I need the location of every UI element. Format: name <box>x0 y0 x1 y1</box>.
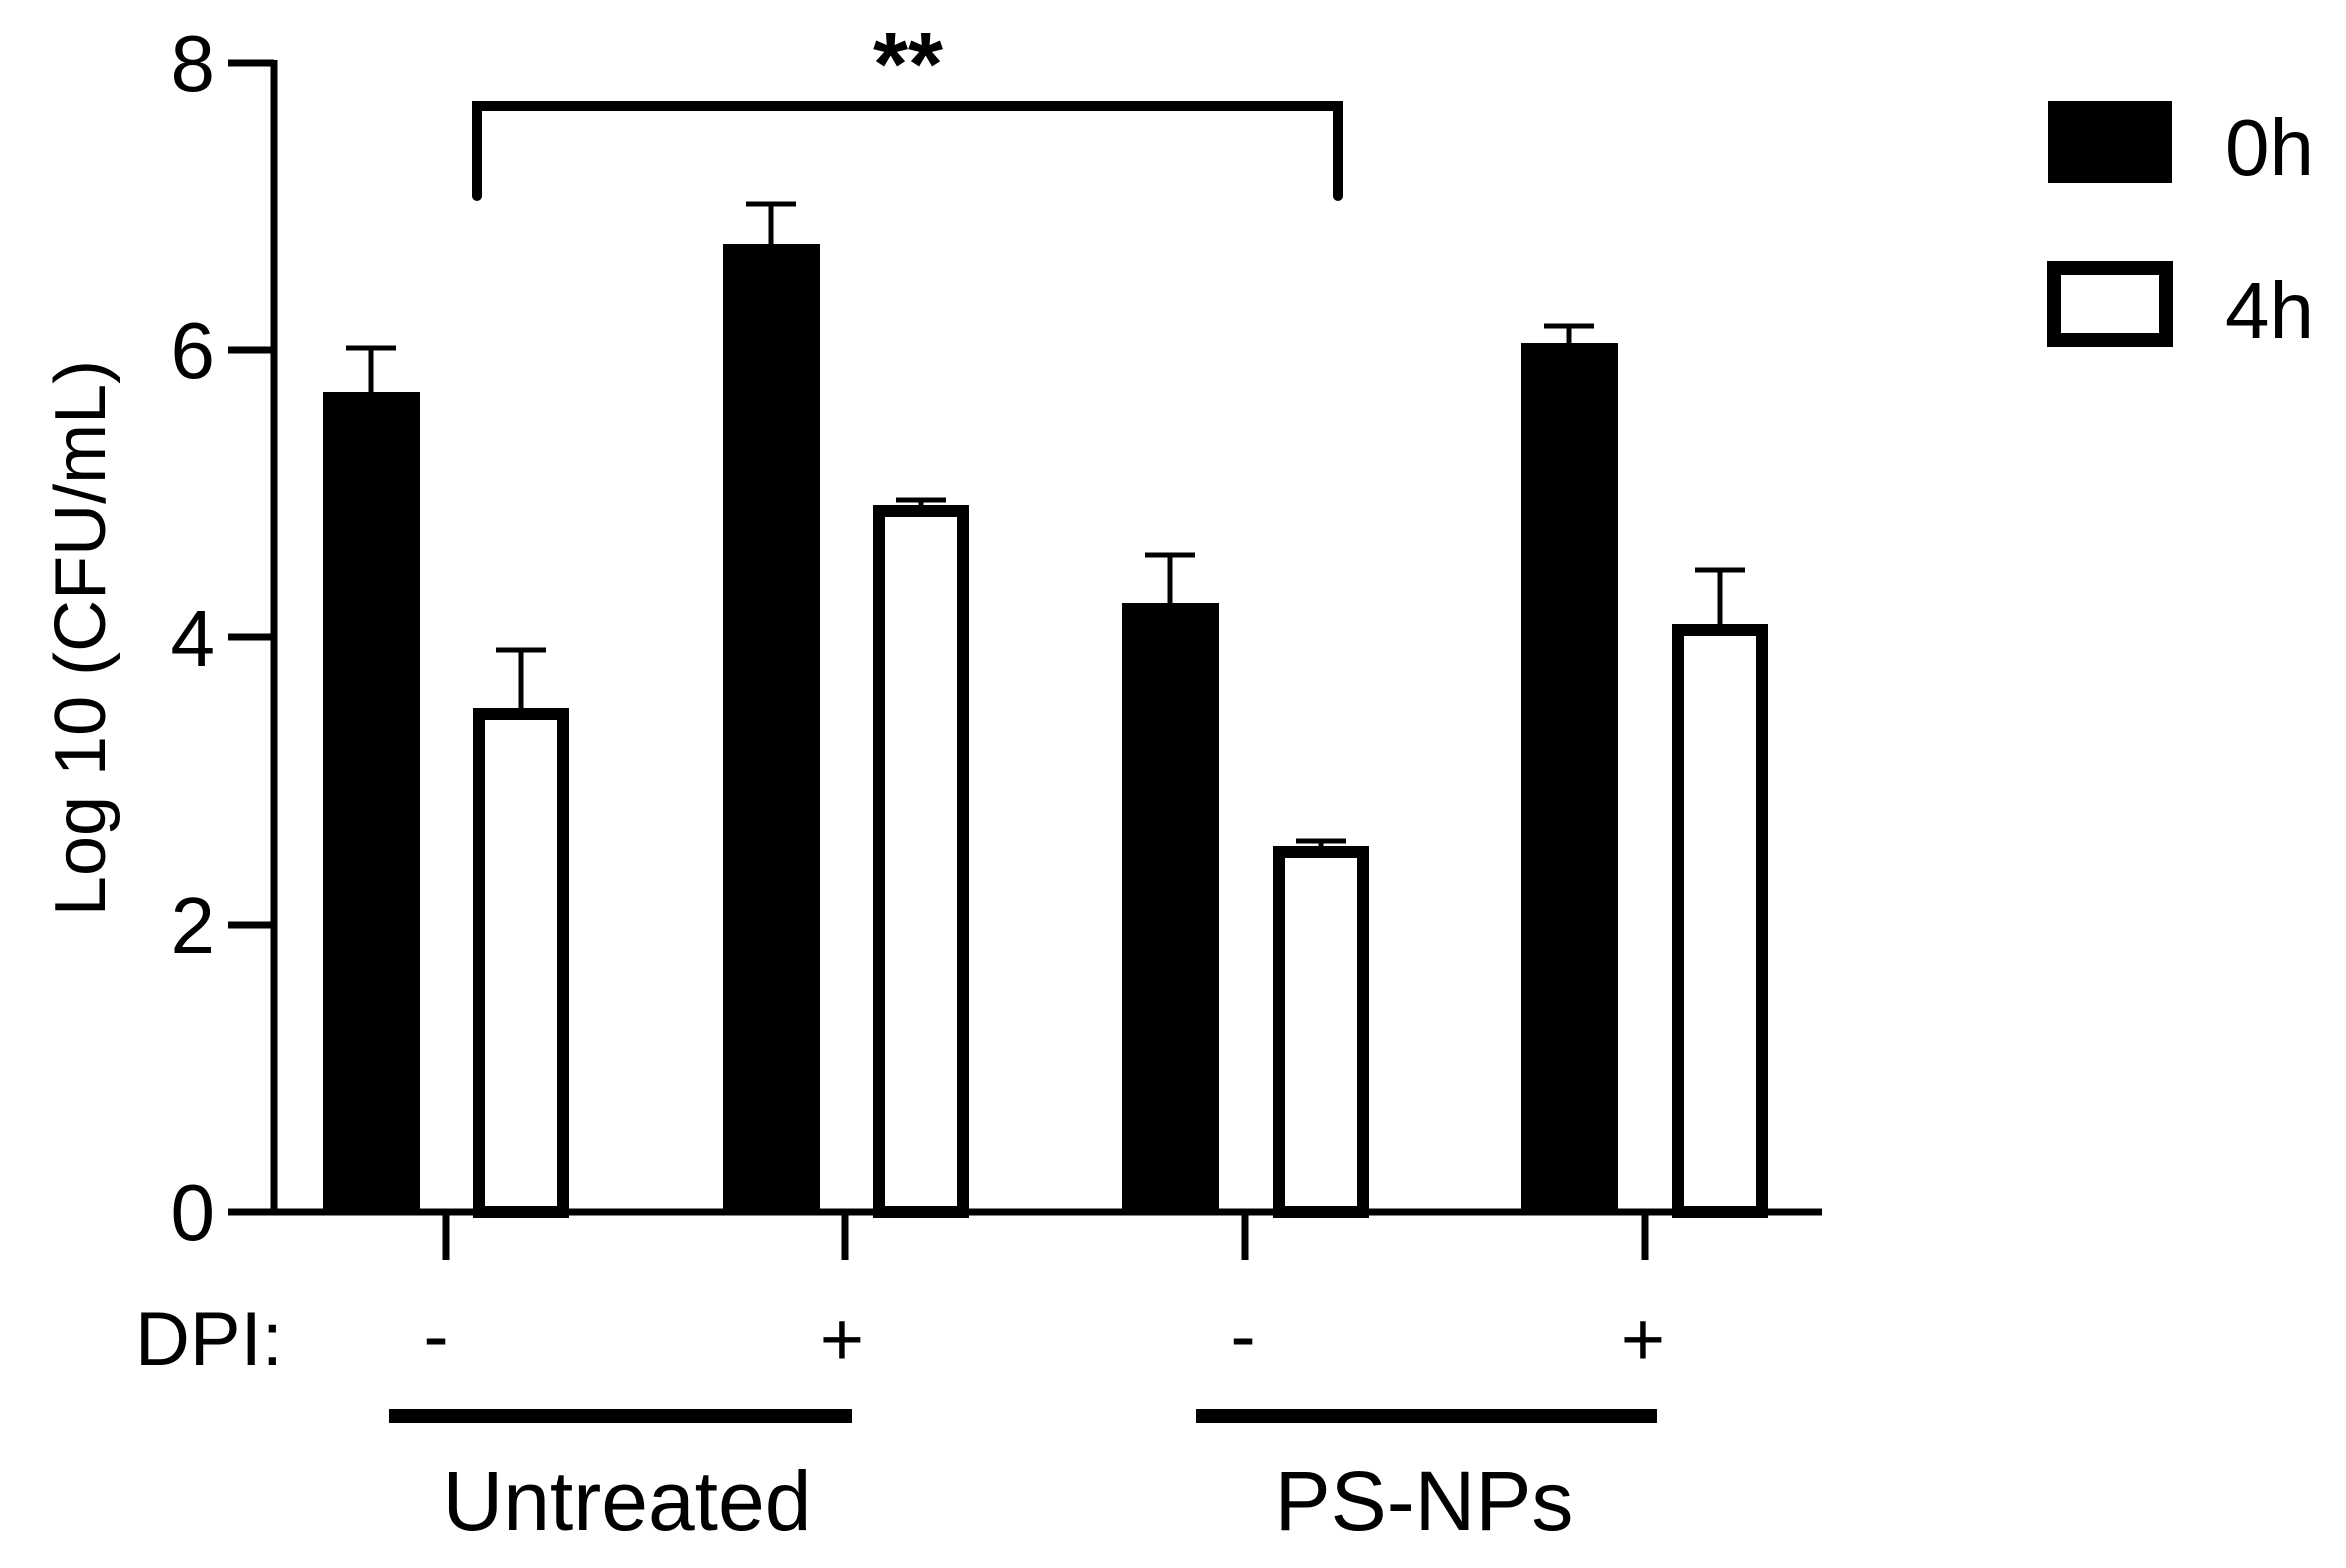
y-tick-2: 2 <box>171 881 216 970</box>
y-axis-label: Log 10 (CFU/mL) <box>41 360 121 916</box>
error-bar <box>496 647 546 708</box>
dpi-sign-psnps-plus: + <box>1621 1297 1665 1382</box>
y-tick-8: 8 <box>171 19 216 108</box>
series-0h <box>323 244 1618 1212</box>
bar-0h-psnps-plus <box>1521 343 1618 1212</box>
dpi-signs: - + - + <box>423 1294 1665 1382</box>
y-tick-0: 0 <box>171 1168 216 1257</box>
significance-label: ** <box>873 15 943 115</box>
y-tick-labels: 0 2 4 6 8 <box>171 19 216 1257</box>
legend-swatch-0h <box>2048 101 2172 183</box>
series-4h <box>473 505 1768 1218</box>
error-bar <box>1544 323 1594 343</box>
bar-4h-untreated-plus <box>873 505 969 1218</box>
dpi-row-label: DPI: <box>135 1297 283 1382</box>
group-label-untreated: Untreated <box>443 1454 812 1548</box>
significance-bracket <box>472 101 1343 201</box>
bar-4h-untreated-minus <box>473 708 569 1218</box>
bar-0h-untreated-minus <box>323 392 420 1212</box>
y-tick-4: 4 <box>171 594 216 683</box>
error-bar <box>1145 552 1195 603</box>
legend-label-0h: 0h <box>2225 103 2314 192</box>
group-label-psnps: PS-NPs <box>1275 1454 1574 1548</box>
group-labels: Untreated PS-NPs <box>443 1454 1574 1548</box>
y-tick-6: 6 <box>171 306 216 395</box>
bar-0h-psnps-minus <box>1122 603 1219 1212</box>
bracket-line <box>472 101 1343 201</box>
legend: 0h 4h <box>2047 101 2314 355</box>
bar-4h-psnps-minus <box>1273 846 1369 1218</box>
bar-4h-psnps-plus <box>1672 624 1768 1218</box>
error-bar <box>1296 838 1346 846</box>
error-bar <box>1695 567 1745 624</box>
error-bar <box>746 201 796 244</box>
dpi-sign-psnps-minus: - <box>1230 1294 1255 1379</box>
error-bar <box>346 345 396 392</box>
dpi-sign-untreated-minus: - <box>423 1294 448 1379</box>
legend-label-4h: 4h <box>2225 266 2314 355</box>
bar-0h-untreated-plus <box>723 244 820 1212</box>
error-bars <box>346 201 1745 846</box>
dpi-sign-untreated-plus: + <box>820 1297 864 1382</box>
legend-swatch-4h <box>2047 261 2173 347</box>
error-bar <box>896 497 946 505</box>
